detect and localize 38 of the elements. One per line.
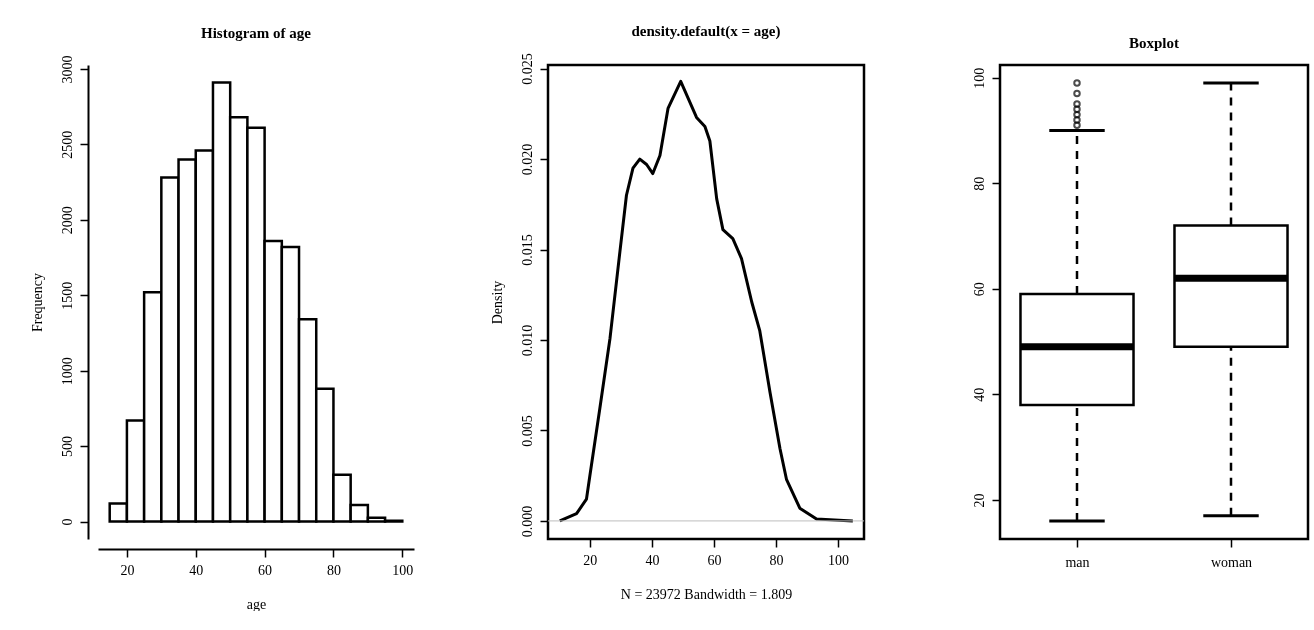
y-axis-title: Frequency — [29, 272, 45, 333]
x-tick-label: 60 — [707, 552, 722, 568]
chart-title: Histogram of age — [201, 24, 312, 41]
x-tick-label: 100 — [392, 562, 414, 578]
y-tick-label: 60 — [971, 282, 987, 297]
x-tick-label: 20 — [583, 552, 598, 568]
y-tick-label: 100 — [971, 67, 987, 89]
chart-title: density.default(x = age) — [631, 22, 781, 40]
x-tick-label: 40 — [189, 562, 204, 578]
y-tick-label: 0.000 — [519, 505, 535, 538]
x-tick-label: 60 — [258, 562, 273, 578]
y-axis-title: Density — [489, 280, 505, 325]
y-tick-label: 1500 — [59, 281, 75, 310]
x-axis-title: N = 23972 Bandwidth = 1.809 — [620, 586, 793, 602]
x-tick-label: 100 — [827, 552, 849, 568]
y-tick-label: 2500 — [59, 130, 75, 159]
x-tick-label: woman — [1210, 554, 1253, 570]
y-tick-label: 500 — [59, 436, 75, 458]
y-tick-label: 2000 — [59, 206, 75, 235]
y-tick-label: 1000 — [59, 357, 75, 386]
chart-title: Boxplot — [1128, 35, 1180, 51]
x-tick-label: 40 — [645, 552, 660, 568]
line-series — [558, 79, 855, 523]
y-tick-label: 0.025 — [519, 53, 535, 85]
y-tick-label: 0.015 — [519, 234, 535, 266]
x-tick-label: 20 — [120, 562, 135, 578]
y-tick-label: 0.005 — [519, 415, 535, 447]
y-tick-label: 40 — [971, 387, 987, 402]
y-tick-label: 0.010 — [519, 324, 535, 357]
x-tick-label: man — [1065, 554, 1090, 570]
y-tick-label: 0 — [59, 518, 75, 526]
y-tick-label: 0.020 — [519, 143, 535, 176]
y-tick-label: 3000 — [59, 55, 75, 84]
x-axis-title: age — [246, 596, 267, 612]
x-tick-label: 80 — [326, 562, 341, 578]
y-tick-label: 20 — [971, 493, 987, 508]
x-tick-label: 80 — [769, 552, 784, 568]
y-tick-label: 80 — [971, 176, 987, 191]
